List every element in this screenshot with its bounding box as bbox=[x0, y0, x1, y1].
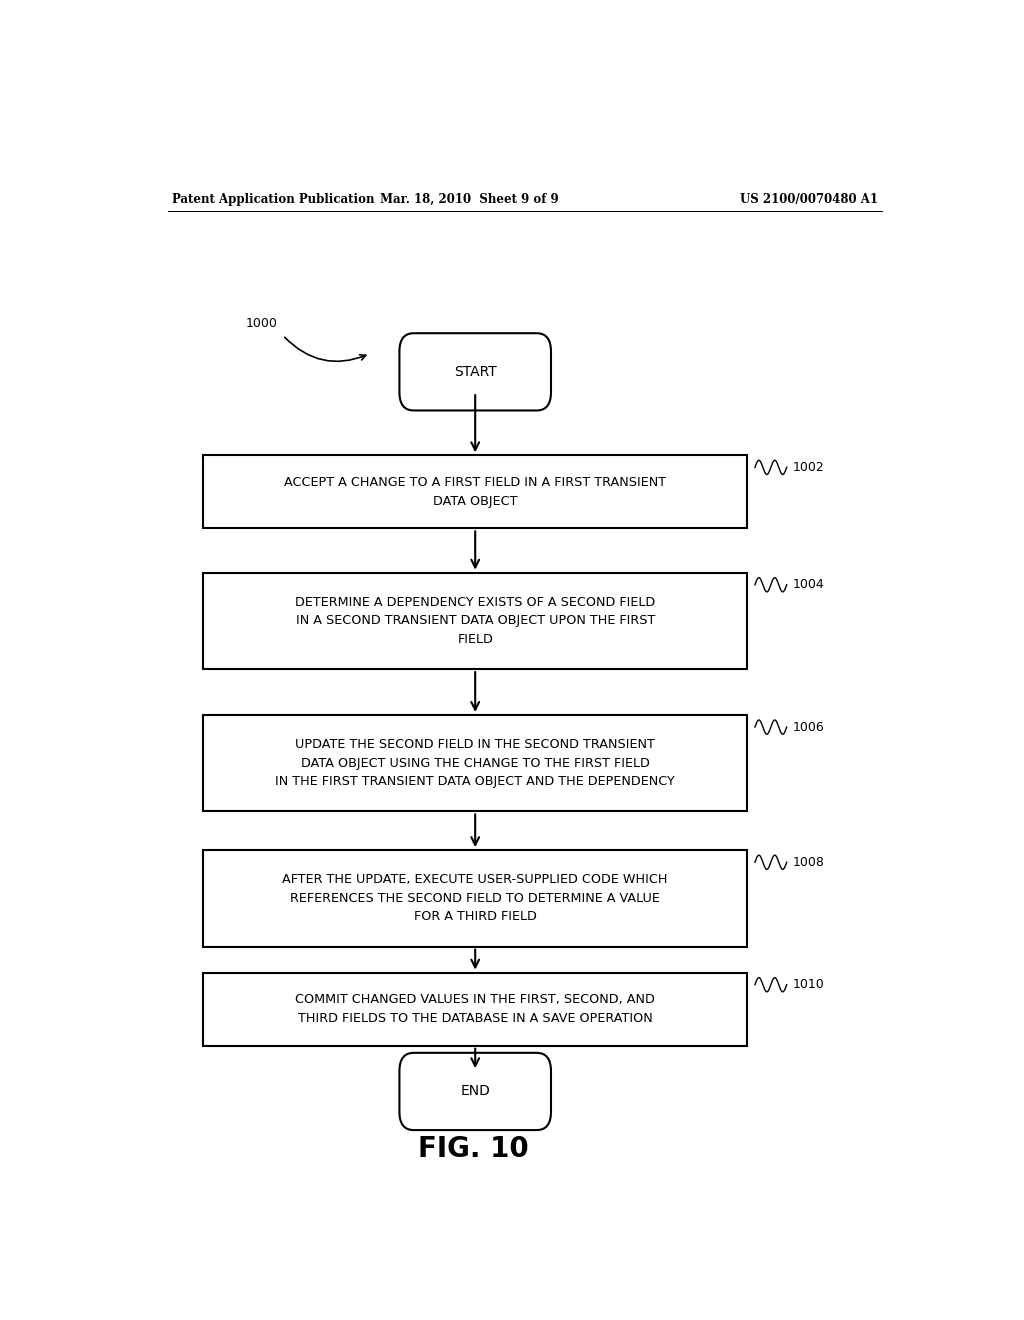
Text: 1010: 1010 bbox=[793, 978, 824, 991]
Text: FIG. 10: FIG. 10 bbox=[418, 1135, 528, 1163]
Text: COMMIT CHANGED VALUES IN THE FIRST, SECOND, AND
THIRD FIELDS TO THE DATABASE IN : COMMIT CHANGED VALUES IN THE FIRST, SECO… bbox=[295, 994, 655, 1024]
Text: UPDATE THE SECOND FIELD IN THE SECOND TRANSIENT
DATA OBJECT USING THE CHANGE TO : UPDATE THE SECOND FIELD IN THE SECOND TR… bbox=[275, 738, 675, 788]
Text: START: START bbox=[454, 364, 497, 379]
Bar bbox=[204, 455, 748, 528]
Text: 1008: 1008 bbox=[793, 855, 825, 869]
Bar bbox=[204, 850, 748, 946]
Text: DETERMINE A DEPENDENCY EXISTS OF A SECOND FIELD
IN A SECOND TRANSIENT DATA OBJEC: DETERMINE A DEPENDENCY EXISTS OF A SECON… bbox=[295, 595, 655, 645]
Text: 1004: 1004 bbox=[793, 578, 824, 591]
Bar bbox=[204, 973, 748, 1045]
Text: 1002: 1002 bbox=[793, 461, 824, 474]
Text: Mar. 18, 2010  Sheet 9 of 9: Mar. 18, 2010 Sheet 9 of 9 bbox=[380, 193, 558, 206]
Text: AFTER THE UPDATE, EXECUTE USER-SUPPLIED CODE WHICH
REFERENCES THE SECOND FIELD T: AFTER THE UPDATE, EXECUTE USER-SUPPLIED … bbox=[283, 874, 668, 923]
Text: 1006: 1006 bbox=[793, 721, 824, 734]
FancyBboxPatch shape bbox=[399, 333, 551, 411]
Text: Patent Application Publication: Patent Application Publication bbox=[172, 193, 374, 206]
Text: US 2100/0070480 A1: US 2100/0070480 A1 bbox=[740, 193, 878, 206]
Bar bbox=[204, 715, 748, 812]
FancyBboxPatch shape bbox=[399, 1053, 551, 1130]
Text: 1000: 1000 bbox=[246, 317, 278, 330]
Text: END: END bbox=[460, 1085, 490, 1098]
Text: ACCEPT A CHANGE TO A FIRST FIELD IN A FIRST TRANSIENT
DATA OBJECT: ACCEPT A CHANGE TO A FIRST FIELD IN A FI… bbox=[284, 477, 667, 507]
Bar bbox=[204, 573, 748, 669]
